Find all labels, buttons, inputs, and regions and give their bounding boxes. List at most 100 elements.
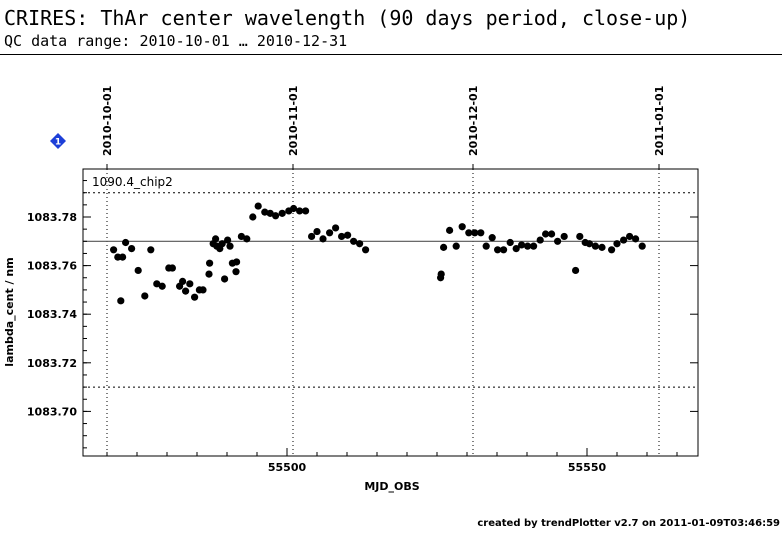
- data-point: [458, 223, 466, 231]
- data-point: [471, 229, 479, 237]
- data-point: [168, 264, 176, 272]
- data-point: [585, 240, 594, 248]
- data-point: [446, 226, 454, 234]
- data-point: [608, 246, 616, 254]
- data-point: [362, 246, 370, 254]
- data-point: [500, 246, 508, 254]
- data-point: [638, 242, 646, 250]
- x-tick-label: 55550: [568, 461, 607, 474]
- data-point: [191, 293, 199, 301]
- data-point: [147, 246, 155, 254]
- data-point: [134, 266, 142, 275]
- badge-label: 1: [55, 138, 61, 148]
- data-point: [560, 232, 568, 241]
- data-range-subtitle: QC data range: 2010-10-01 … 2010-12-31: [4, 32, 348, 50]
- y-tick-label: 1083.74: [27, 308, 77, 321]
- data-point: [591, 242, 600, 250]
- plot-frame: [82, 168, 699, 457]
- data-point: [488, 234, 496, 242]
- data-point: [249, 213, 257, 221]
- data-point: [524, 242, 532, 250]
- data-point: [338, 232, 346, 241]
- data-point: [332, 224, 340, 232]
- data-point: [437, 270, 445, 278]
- data-point: [350, 237, 358, 245]
- info-badge-icon[interactable]: 1: [50, 133, 66, 149]
- data-point: [272, 212, 280, 220]
- page-title: CRIRES: ThAr center wavelength (90 days …: [4, 6, 691, 30]
- y-tick-label: 1083.76: [27, 260, 77, 273]
- date-tick-label: 2010-10-01: [101, 86, 114, 156]
- data-point: [199, 286, 207, 294]
- data-point: [308, 232, 316, 241]
- data-point: [530, 242, 538, 250]
- data-point: [206, 259, 214, 267]
- date-tick-label: 2010-12-01: [467, 86, 480, 156]
- data-point: [632, 235, 640, 243]
- title-divider: [0, 54, 782, 55]
- data-point: [356, 240, 364, 248]
- data-point: [344, 231, 352, 239]
- data-point: [542, 230, 550, 238]
- data-point: [153, 280, 161, 288]
- data-point: [119, 253, 127, 261]
- data-point: [233, 258, 241, 266]
- data-point: [205, 270, 213, 278]
- data-point: [296, 207, 304, 215]
- badge-diamond: [50, 133, 66, 149]
- date-tick-label: 2011-01-01: [653, 86, 666, 156]
- data-point: [266, 209, 274, 217]
- data-point: [440, 243, 448, 251]
- data-point: [122, 238, 130, 247]
- y-axis-label: lambda_cent / nm: [3, 257, 16, 366]
- data-point: [576, 232, 584, 241]
- data-point: [452, 242, 460, 250]
- data-point: [226, 242, 234, 250]
- data-point: [254, 202, 262, 210]
- date-tick-label: 2010-11-01: [287, 86, 300, 156]
- data-point: [186, 280, 194, 288]
- data-point: [626, 232, 634, 241]
- data-point: [477, 229, 485, 237]
- data-point: [179, 277, 187, 285]
- data-point: [212, 235, 220, 243]
- axis-ticks: 2010-10-01 2010-11-01 2010-12-01 2011-01-01…: [27, 86, 698, 474]
- data-point: [554, 237, 562, 245]
- panel-label: 1090.4_chip2: [92, 175, 173, 189]
- data-point: [221, 275, 229, 283]
- data-point: [232, 268, 240, 276]
- data-point: [620, 236, 628, 244]
- y-tick-label: 1083.78: [27, 211, 77, 224]
- data-points: [110, 202, 646, 305]
- data-point: [512, 244, 520, 253]
- data-point: [572, 266, 580, 275]
- data-point: [598, 243, 606, 251]
- data-point: [117, 297, 125, 305]
- data-point: [182, 287, 190, 295]
- data-point: [326, 229, 334, 237]
- data-point: [536, 236, 544, 244]
- data-point: [261, 208, 269, 216]
- data-point: [613, 240, 621, 248]
- data-point: [128, 244, 136, 253]
- reference-lines: [83, 192, 698, 388]
- data-point: [110, 246, 118, 254]
- data-point: [518, 241, 526, 249]
- data-point: [218, 240, 226, 248]
- data-point: [465, 229, 473, 237]
- y-tick-label: 1083.70: [27, 405, 77, 418]
- data-point: [290, 204, 298, 213]
- data-point: [224, 236, 232, 244]
- data-point: [319, 235, 327, 243]
- data-point: [243, 235, 251, 243]
- data-point: [302, 207, 310, 215]
- month-gridlines: [106, 169, 660, 456]
- data-point: [548, 230, 556, 238]
- y-tick-label: 1083.72: [27, 357, 77, 370]
- data-point: [278, 209, 286, 217]
- data-point: [313, 227, 321, 236]
- data-point: [141, 292, 149, 300]
- footer-credit: created by trendPlotter v2.7 on 2011-01-…: [477, 518, 780, 529]
- data-point: [506, 238, 514, 247]
